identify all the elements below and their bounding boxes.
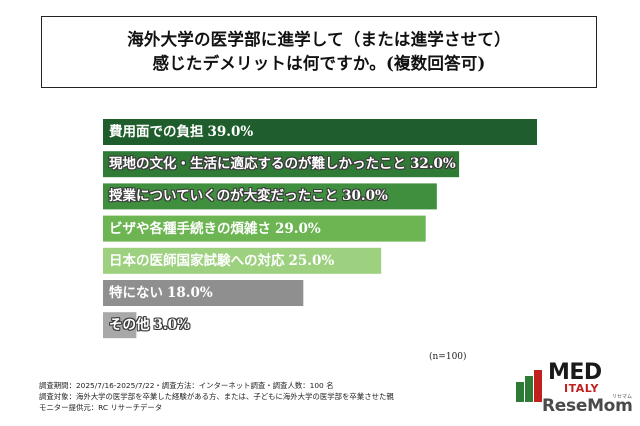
chart-title-line-2: 感じたデメリットは何ですか。(複数回答可) — [152, 54, 486, 73]
bar-value-5: 18.0% — [167, 285, 213, 301]
bar-category-1: 現地の文化・生活に適応するのが難しかったこと — [109, 156, 406, 173]
bar-value-6: 3.0% — [153, 317, 190, 334]
bar-category-5: 特にない — [109, 285, 163, 301]
bar-value-4: 25.0% — [288, 252, 335, 269]
logo-italy-text: ITALY — [564, 382, 600, 395]
survey-footnotes: 調査期間：2025/7/16-2025/7/22・調査方法：インターネット調査・… — [39, 380, 489, 413]
bar-category-4: 日本の医師国家試験への対応 — [109, 252, 285, 269]
footnote-target: 調査対象：海外大学の医学部を卒業した経験がある方、または、子どもに海外大学の医学… — [39, 392, 394, 401]
bar-label-5: 特にない 18.0% — [109, 280, 213, 306]
bar-category-0: 費用面での負担 — [109, 124, 204, 140]
bar-label-4: 日本の医師国家試験への対応 25.0% — [109, 248, 334, 274]
bar-label-1: 現地の文化・生活に適応するのが難しかったこと 32.0% — [109, 151, 456, 177]
bar-category-2: 授業についていくのが大変だったこと — [109, 188, 339, 205]
bar-1 — [103, 151, 460, 178]
logo-resemom-text: ReseMom — [542, 396, 633, 416]
bar-label-0: 費用面での負担 39.0% — [109, 119, 253, 145]
bar-5 — [103, 280, 304, 306]
logo-med-text: MED — [548, 360, 602, 385]
bar-value-2: 30.0% — [342, 188, 388, 205]
med-italy-mark-icon — [516, 370, 542, 402]
bar-category-6: その他 — [109, 317, 150, 334]
bar-value-1: 32.0% — [410, 156, 456, 173]
bar-6 — [103, 312, 137, 339]
footnote-provider: モニター提供元：RC リサーチデータ — [39, 403, 163, 412]
bar-0 — [103, 119, 537, 145]
bar-3 — [103, 215, 426, 242]
chart-title-box: 海外大学の医学部に進学して（または進学させて） 感じたデメリットは何ですか。(複… — [41, 16, 597, 88]
bar-category-3: ビザや各種手続きの煩雑さ — [109, 220, 271, 237]
logo-ruby-text: リセマム — [612, 394, 633, 400]
bar-label-2: 授業についていくのが大変だったこと 30.0% — [109, 183, 388, 209]
bar-label-6: その他 3.0% — [109, 312, 190, 338]
footnote-period: 調査期間：2025/7/16-2025/7/22・調査方法：インターネット調査・… — [39, 381, 334, 390]
sample-size-label: (n=100) — [429, 352, 467, 362]
med-italy-resemom-logo: MED ITALY リセマム ReseMom — [516, 362, 636, 424]
bar-2 — [103, 183, 437, 210]
bar-4 — [103, 247, 382, 274]
chart-title-line-1: 海外大学の医学部に進学して（または進学させて） — [127, 30, 511, 49]
bar-value-0: 39.0% — [207, 124, 254, 140]
bar-label-3: ビザや各種手続きの煩雑さ 29.0% — [109, 216, 321, 242]
bar-value-3: 29.0% — [275, 220, 321, 237]
